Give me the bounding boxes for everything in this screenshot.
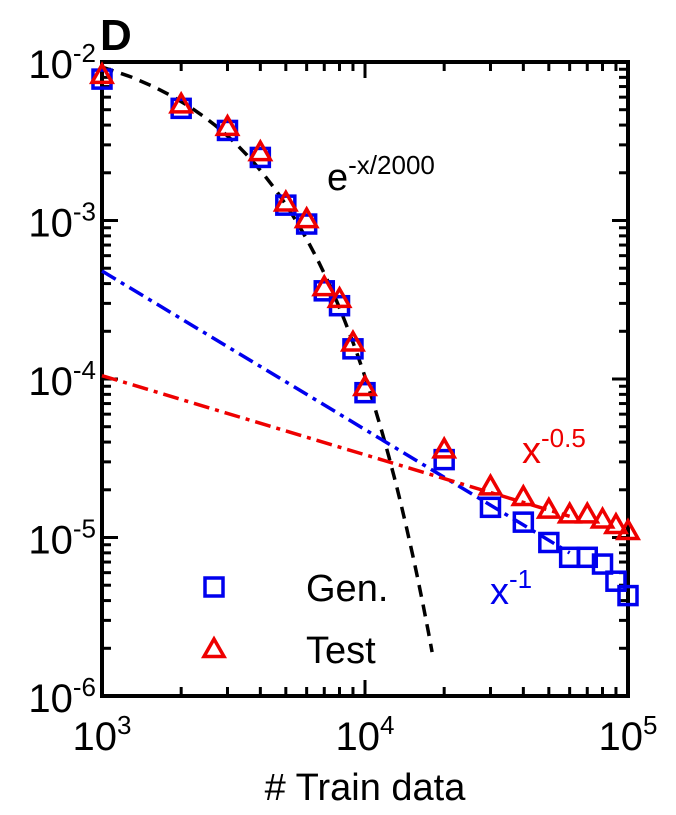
gen-point: [479, 496, 502, 519]
y-tick-label: 10-6: [28, 672, 96, 721]
fit-label: x-1: [490, 564, 532, 613]
gen-point: [538, 531, 560, 554]
y-tick-label-exponent: -5: [73, 514, 96, 544]
test-point: [247, 138, 274, 162]
test-point: [589, 505, 616, 529]
legend-marker: [203, 576, 225, 598]
y-tick-label: 10-2: [28, 38, 96, 87]
gen-point: [605, 570, 627, 592]
gen-point: [591, 553, 614, 575]
panel-label: D: [100, 11, 132, 60]
x-tick-label-base: 10: [336, 715, 381, 759]
fit-label-exponent: -x/2000: [348, 150, 435, 180]
y-tick-label-base: 10: [28, 360, 73, 404]
test-point: [351, 373, 379, 397]
x-tick-label-exponent: 4: [380, 710, 394, 740]
y-tick-label-base: 10: [28, 677, 73, 721]
test-point: [431, 435, 458, 459]
test-point: [272, 188, 299, 212]
fit-label-base: x: [522, 430, 541, 472]
fit-line-power: [101, 269, 571, 555]
data-points: [88, 61, 642, 607]
fit-label: e-x/2000: [327, 150, 435, 199]
y-tick-label-exponent: -2: [73, 38, 96, 68]
x-tick-label-exponent: 3: [117, 710, 131, 740]
test-point: [556, 500, 583, 524]
legend-label: Gen.: [306, 568, 388, 610]
x-tick-label-base: 10: [73, 715, 118, 759]
fit-label-base: x: [490, 571, 509, 613]
test-point: [168, 90, 195, 114]
test-point: [293, 205, 320, 229]
y-tick-label-exponent: -4: [73, 355, 96, 385]
fit-label-base: e: [327, 157, 348, 199]
test-point: [339, 328, 366, 352]
y-tick-label: 10-4: [28, 355, 96, 404]
test-point: [614, 517, 642, 541]
test-point: [602, 511, 629, 535]
y-tick-label-base: 10: [28, 519, 73, 563]
fit-label: x-0.5: [522, 423, 586, 472]
x-tick-label: 103: [73, 710, 132, 759]
y-tick-label-exponent: -3: [73, 197, 96, 227]
y-tick-label-base: 10: [28, 202, 73, 246]
gen-point: [576, 546, 599, 569]
fit-label-exponent: -1: [509, 564, 532, 594]
test-point: [535, 496, 562, 519]
legend: Gen. Test: [200, 568, 388, 672]
y-tick-label: 10-3: [28, 197, 96, 246]
gen-point: [433, 448, 455, 471]
x-tick-label: 104: [336, 710, 395, 759]
y-tick-label-exponent: -6: [73, 672, 96, 702]
y-tick-label-base: 10: [28, 43, 73, 87]
gen-point: [512, 511, 535, 533]
fit-lines: [101, 65, 571, 653]
legend-label: Test: [306, 630, 376, 672]
legend-marker: [200, 635, 228, 659]
test-point: [311, 273, 338, 297]
test-point: [510, 483, 537, 507]
x-tick-label-exponent: 5: [643, 710, 657, 740]
x-tick-label: 105: [599, 710, 658, 759]
x-tick-label-base: 10: [599, 715, 644, 759]
fit-label-exponent: -0.5: [541, 423, 586, 453]
test-point: [326, 285, 353, 309]
gen-point: [617, 584, 639, 607]
y-tick-label: 10-5: [28, 514, 96, 563]
test-point: [88, 61, 116, 85]
test-point: [214, 113, 241, 137]
test-point: [477, 472, 504, 496]
test-point: [574, 500, 601, 524]
x-axis-title: # Train data: [265, 767, 467, 809]
